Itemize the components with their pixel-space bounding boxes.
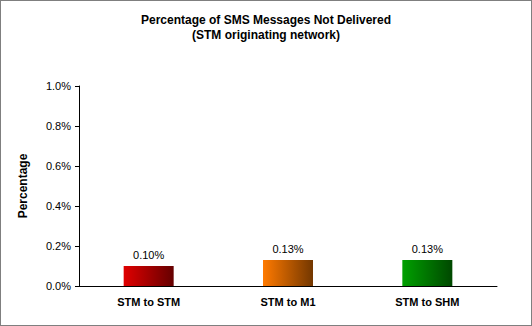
svg-text:(STM originating network): (STM originating network): [192, 28, 340, 42]
svg-text:STM to SHM: STM to SHM: [395, 296, 459, 308]
svg-text:0.8%: 0.8%: [46, 120, 71, 132]
svg-text:STM to STM: STM to STM: [117, 296, 180, 308]
svg-text:Percentage of SMS Messages Not: Percentage of SMS Messages Not Delivered: [141, 13, 391, 27]
svg-text:0.4%: 0.4%: [46, 200, 71, 212]
svg-text:0.10%: 0.10%: [133, 249, 164, 261]
svg-text:STM to M1: STM to M1: [261, 296, 316, 308]
svg-text:0.6%: 0.6%: [46, 160, 71, 172]
svg-text:0.13%: 0.13%: [272, 243, 303, 255]
svg-text:0.13%: 0.13%: [412, 243, 443, 255]
svg-text:1.0%: 1.0%: [46, 80, 71, 92]
svg-text:0.0%: 0.0%: [46, 280, 71, 292]
svg-text:0.2%: 0.2%: [46, 240, 71, 252]
svg-text:Percentage: Percentage: [16, 153, 30, 218]
